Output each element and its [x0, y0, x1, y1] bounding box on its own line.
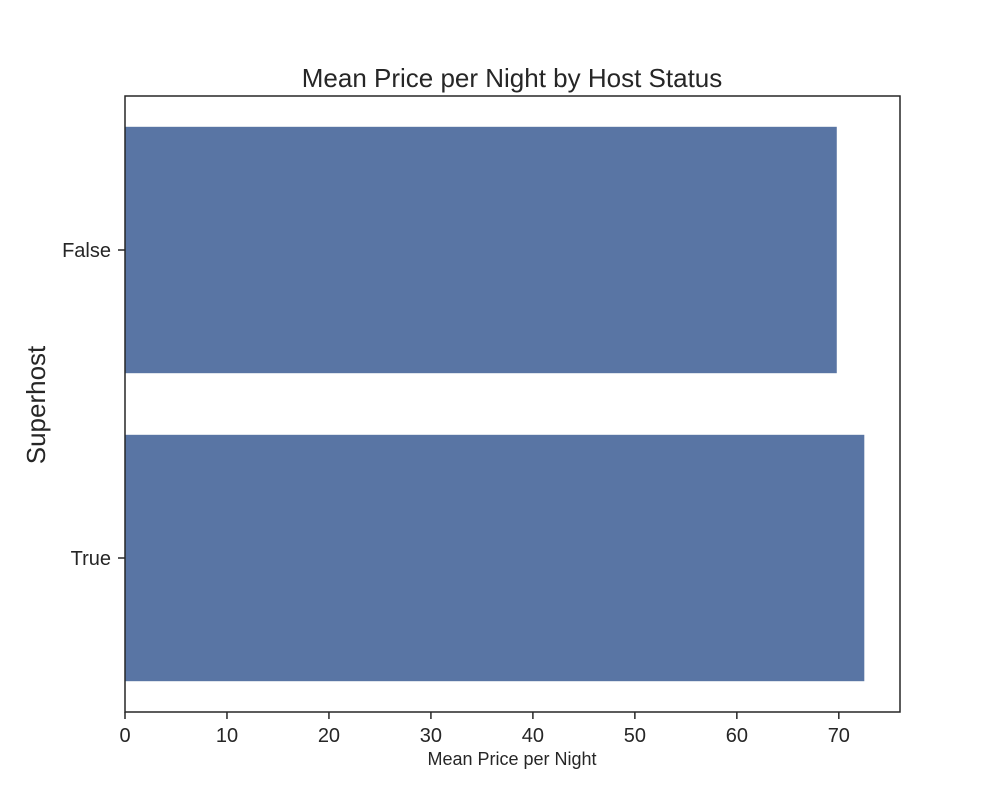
bar-false: [125, 126, 837, 374]
x-axis-label: Mean Price per Night: [427, 749, 596, 769]
x-tick-label-40: 40: [522, 725, 544, 747]
x-tick-label-20: 20: [318, 725, 340, 747]
y-axis-label: Superhost: [21, 345, 51, 464]
x-tick-label-0: 0: [119, 725, 130, 747]
plot-frame: [124, 95, 901, 713]
x-tick-label-10: 10: [216, 725, 238, 747]
bar-true: [125, 434, 865, 682]
y-axis: False True: [62, 240, 125, 570]
y-tick-label-false: False: [62, 240, 111, 262]
y-tick-label-true: True: [71, 548, 111, 570]
bars-group: [125, 126, 865, 682]
chart-title: Mean Price per Night by Host Status: [302, 63, 723, 93]
x-axis: 0 10 20 30 40 50 60 70: [119, 712, 850, 747]
x-tick-label-50: 50: [624, 725, 646, 747]
x-tick-label-60: 60: [726, 725, 748, 747]
x-tick-label-70: 70: [828, 725, 850, 747]
x-tick-label-30: 30: [420, 725, 442, 747]
